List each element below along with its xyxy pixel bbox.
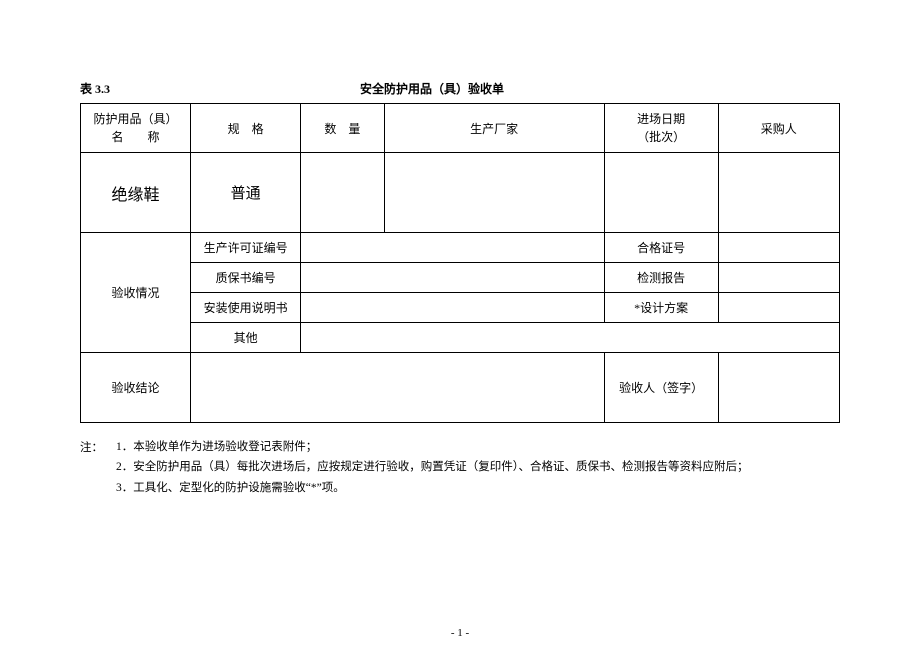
conclusion-value [191, 353, 605, 423]
note-item-1: 1．本验收单作为进场验收登记表附件； [116, 439, 840, 456]
label-report: 检测报告 [604, 263, 718, 293]
inspection-row-2: 质保书编号 检测报告 [81, 263, 840, 293]
inspection-row-3: 安装使用说明书 *设计方案 [81, 293, 840, 323]
cell-buyer [718, 153, 839, 233]
inspection-section-label: 验收情况 [81, 233, 191, 353]
cell-product-name: 绝缘鞋 [81, 153, 191, 233]
label-warranty: 质保书编号 [191, 263, 301, 293]
value-design [718, 293, 839, 323]
value-other [301, 323, 840, 353]
notes-label: 注： [80, 439, 116, 500]
header-row-cells: 防护用品（具） 名 称 规 格 数 量 生产厂家 进场日期 （批次） 采购人 [81, 104, 840, 153]
page-number: - 1 - [0, 627, 920, 639]
note-item-2: 2．安全防护用品（具）每批次进场后，应按规定进行验收，购置凭证（复印件）、合格证… [116, 459, 840, 476]
label-cert: 合格证号 [604, 233, 718, 263]
value-warranty [301, 263, 605, 293]
label-other: 其他 [191, 323, 301, 353]
value-cert [718, 233, 839, 263]
form-title: 安全防护用品（具）验收单 [360, 80, 504, 97]
col-header-manufacturer: 生产厂家 [384, 104, 604, 153]
label-manual: 安装使用说明书 [191, 293, 301, 323]
col-header-name: 防护用品（具） 名 称 [81, 104, 191, 153]
table-number: 表 3.3 [80, 80, 360, 97]
cell-spec: 普通 [191, 153, 301, 233]
inspection-row-4: 其他 [81, 323, 840, 353]
cell-qty [301, 153, 384, 233]
label-license: 生产许可证编号 [191, 233, 301, 263]
label-design: *设计方案 [604, 293, 718, 323]
acceptance-table: 防护用品（具） 名 称 规 格 数 量 生产厂家 进场日期 （批次） 采购人 绝… [80, 103, 840, 423]
conclusion-label: 验收结论 [81, 353, 191, 423]
notes-list: 1．本验收单作为进场验收登记表附件； 2．安全防护用品（具）每批次进场后，应按规… [116, 439, 840, 500]
signer-value [718, 353, 839, 423]
cell-manufacturer [384, 153, 604, 233]
col-header-date: 进场日期 （批次） [604, 104, 718, 153]
col-header-qty: 数 量 [301, 104, 384, 153]
signer-label: 验收人（签字） [604, 353, 718, 423]
col-header-buyer: 采购人 [718, 104, 839, 153]
header-row: 表 3.3 安全防护用品（具）验收单 [80, 80, 840, 97]
note-item-3: 3．工具化、定型化的防护设施需验收“*”项。 [116, 480, 840, 497]
notes-section: 注： 1．本验收单作为进场验收登记表附件； 2．安全防护用品（具）每批次进场后，… [80, 439, 840, 500]
value-manual [301, 293, 605, 323]
cell-date [604, 153, 718, 233]
inspection-row-1: 验收情况 生产许可证编号 合格证号 [81, 233, 840, 263]
conclusion-row: 验收结论 验收人（签字） [81, 353, 840, 423]
value-license [301, 233, 605, 263]
col-header-spec: 规 格 [191, 104, 301, 153]
value-report [718, 263, 839, 293]
data-row: 绝缘鞋 普通 [81, 153, 840, 233]
